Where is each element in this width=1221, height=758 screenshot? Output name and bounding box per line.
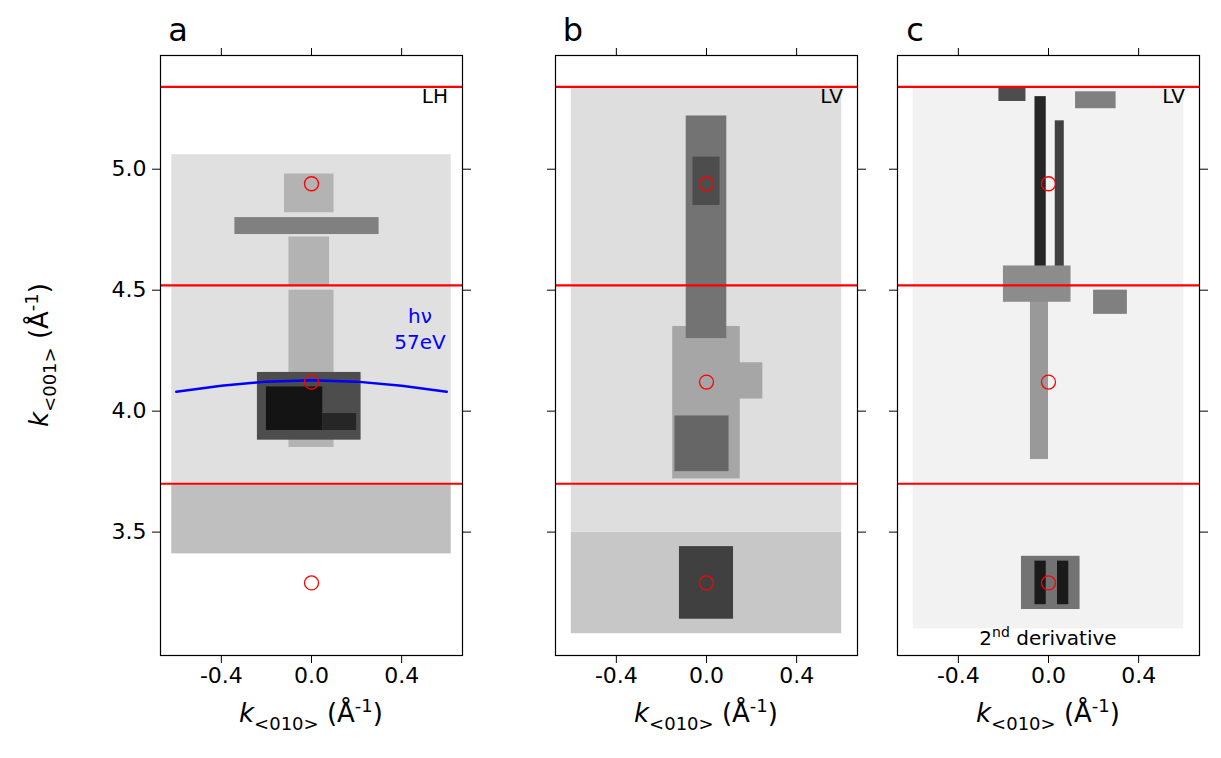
svg-text:5.0: 5.0 <box>112 156 147 181</box>
svg-text:0.0: 0.0 <box>1031 663 1066 688</box>
svg-text:-0.4: -0.4 <box>595 663 638 688</box>
svg-text:-0.4: -0.4 <box>200 663 243 688</box>
svg-text:LV: LV <box>1162 84 1185 108</box>
svg-text:-0.4: -0.4 <box>937 663 980 688</box>
svg-text:4.5: 4.5 <box>112 277 147 302</box>
svg-text:0.0: 0.0 <box>294 663 329 688</box>
svg-text:0.0: 0.0 <box>689 663 724 688</box>
svg-text:0.4: 0.4 <box>1121 663 1156 688</box>
svg-text:LV: LV <box>820 84 843 108</box>
svg-text:c: c <box>906 11 924 49</box>
svg-text:b: b <box>563 11 583 49</box>
svg-text:k<001> (Å-1): k<001> (Å-1) <box>21 283 60 427</box>
svg-text:0.4: 0.4 <box>384 663 419 688</box>
svg-text:LH: LH <box>422 84 448 108</box>
svg-text:0.4: 0.4 <box>779 663 814 688</box>
svg-text:hν57eV: hν57eV <box>394 304 446 354</box>
svg-text:3.5: 3.5 <box>112 519 147 544</box>
svg-text:k<010> (Å-1): k<010> (Å-1) <box>976 695 1120 734</box>
svg-text:k<010> (Å-1): k<010> (Å-1) <box>239 695 383 734</box>
svg-text:a: a <box>168 11 188 49</box>
svg-text:2nd derivative: 2nd derivative <box>979 624 1116 650</box>
svg-text:4.0: 4.0 <box>112 398 147 423</box>
svg-text:k<010> (Å-1): k<010> (Å-1) <box>634 695 778 734</box>
